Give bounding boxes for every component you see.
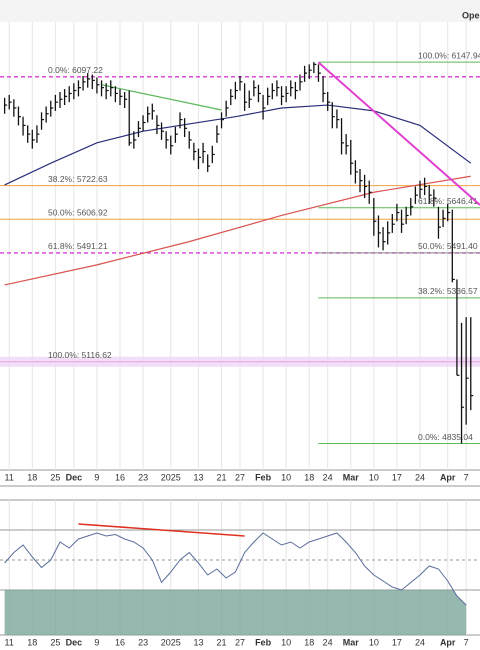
x-tick-label: 25 (50, 472, 60, 482)
fib-label: 100.0%: 5116.62 (48, 350, 112, 360)
moving-average (4, 175, 471, 286)
fib-label: 0.0%: 6097.22 (48, 65, 103, 75)
x-tick-label: 23 (138, 472, 148, 482)
trendline (317, 61, 480, 206)
x-tick-label: 16 (115, 637, 125, 647)
x-tick-label: Dec (66, 637, 83, 647)
fib-label: 0.0%: 4835.04 (418, 432, 473, 442)
x-tick-label: 25 (50, 637, 60, 647)
x-tick-label: 11 (5, 472, 14, 482)
x-tick-label: Feb (255, 472, 272, 482)
x-tick-label: 9 (94, 637, 99, 647)
moving-average (4, 104, 472, 186)
x-tick-label: Feb (255, 637, 272, 647)
rsi-oversold-fill (4, 590, 467, 635)
fib-label: 50.0%: 5606.92 (48, 208, 108, 218)
x-tick-label: 18 (304, 637, 314, 647)
x-tick-label: 16 (115, 472, 125, 482)
x-tick-label: 2025 (161, 637, 181, 647)
fib-label: 100.0%: 6147.94 (418, 50, 480, 60)
x-tick-label: Apr (440, 637, 456, 647)
x-tick-label: 27 (235, 472, 245, 482)
x-tick-label: 13 (193, 472, 203, 482)
x-tick-label: Dec (66, 472, 83, 482)
x-tick-label: Apr (440, 472, 456, 482)
x-tick-label: 17 (392, 472, 402, 482)
x-tick-label: 7 (464, 637, 469, 647)
x-tick-label: 18 (304, 472, 314, 482)
x-tick-label: Mar (343, 472, 360, 482)
fib-label: 38.2%: 5336.57 (418, 286, 478, 296)
fib-label: 50.0%: 5491.40 (418, 241, 478, 251)
corner-text: Ope (462, 10, 480, 20)
x-tick-label: 10 (281, 637, 291, 647)
fib-label: 61.8%: 5491.21 (48, 241, 108, 251)
x-tick-label: 21 (217, 637, 227, 647)
rsi-trendline (78, 523, 245, 537)
x-tick-label: 13 (193, 637, 203, 647)
fib-label: 61.8%: 5646.41 (418, 196, 478, 206)
rsi-line (4, 532, 467, 606)
x-tick-label: 9 (94, 472, 99, 482)
x-tick-label: 27 (235, 637, 245, 647)
x-tick-label: 7 (464, 472, 469, 482)
header-bar (0, 0, 480, 22)
x-tick-label: 21 (217, 472, 227, 482)
x-tick-label: 2025 (161, 472, 181, 482)
x-tick-label: 18 (27, 637, 37, 647)
x-tick-label: 24 (415, 637, 425, 647)
x-tick-label: 24 (323, 472, 333, 482)
x-tick-label: 10 (281, 472, 291, 482)
x-tick-label: Mar (343, 637, 360, 647)
x-tick-label: 10 (369, 637, 379, 647)
x-tick-label: 18 (27, 472, 37, 482)
x-tick-label: 11 (5, 637, 14, 647)
x-tick-label: 24 (323, 637, 333, 647)
x-tick-label: 10 (369, 472, 379, 482)
x-tick-label: 24 (415, 472, 425, 482)
trendline (101, 84, 222, 111)
x-tick-label: 23 (138, 637, 148, 647)
fib-label: 38.2%: 5722.63 (48, 174, 108, 184)
x-tick-label: 17 (392, 637, 402, 647)
